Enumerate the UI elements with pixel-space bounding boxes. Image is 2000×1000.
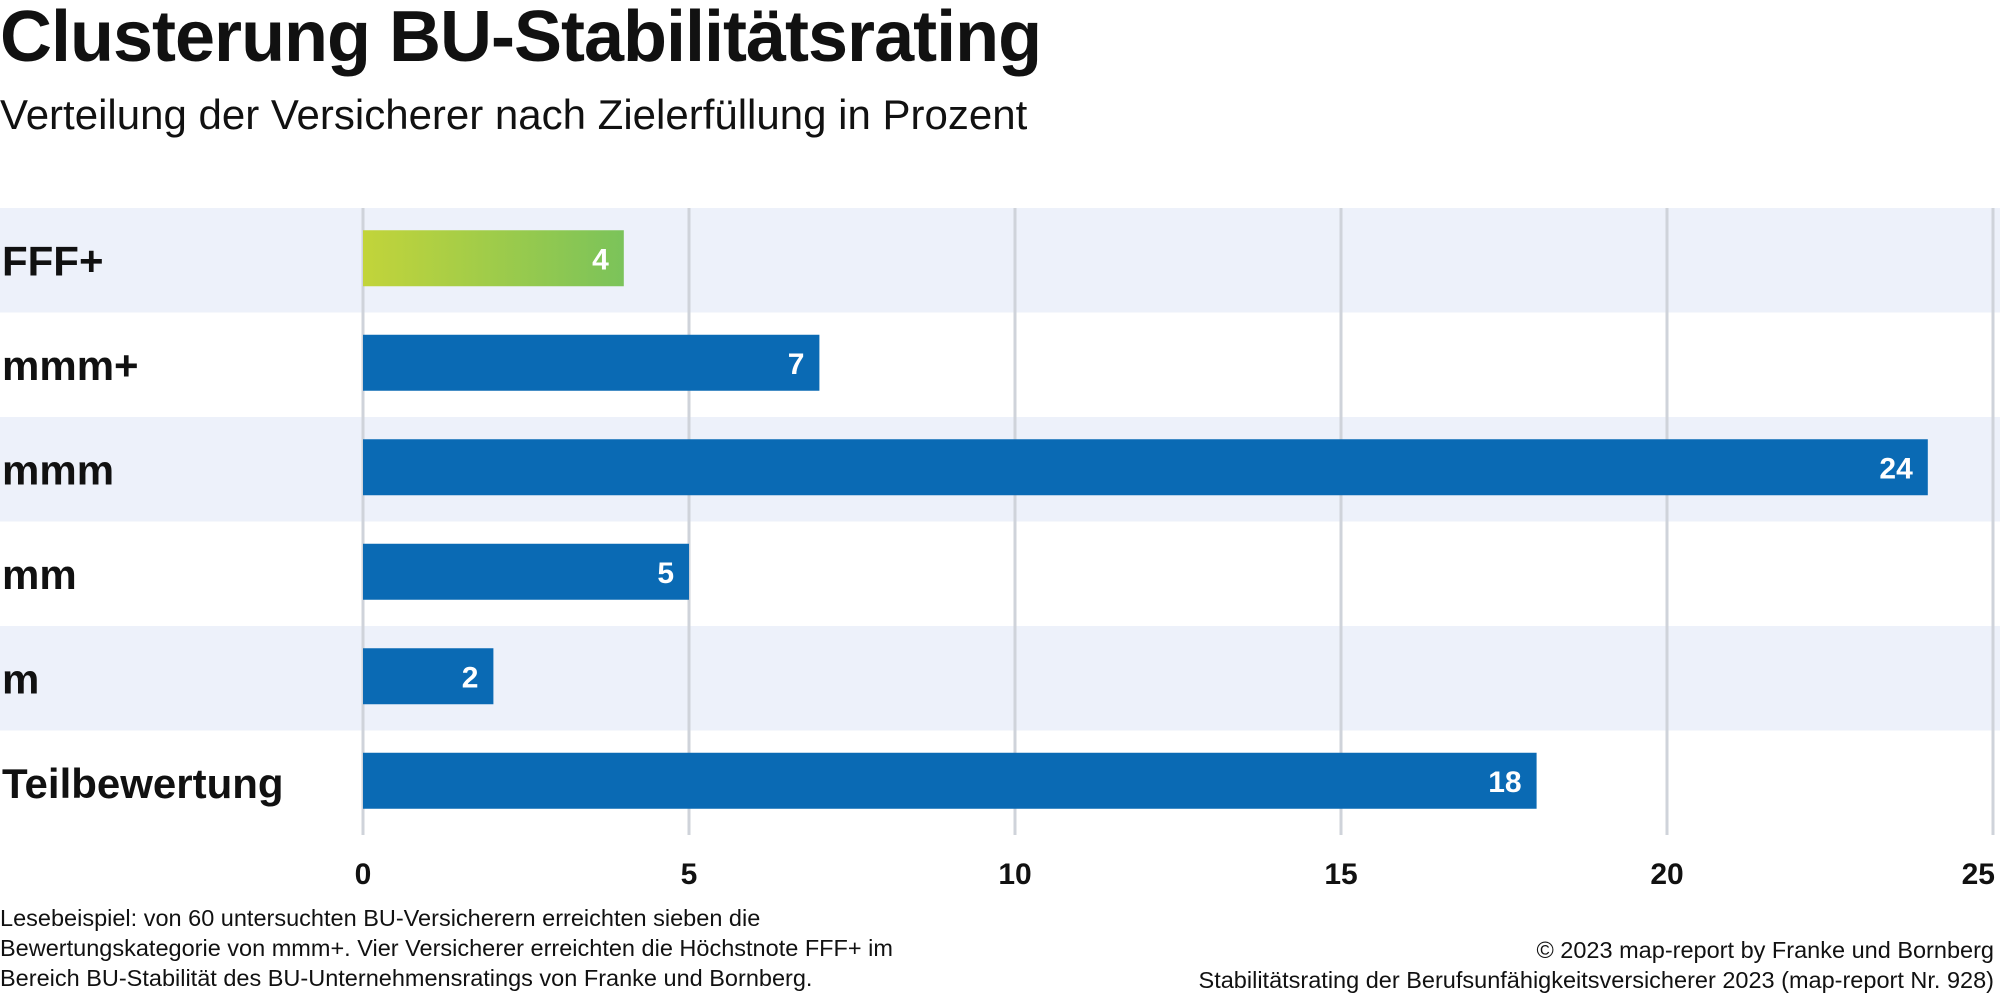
- x-tick-label-0: 0: [355, 858, 372, 891]
- category-label-fff-plus: FFF+: [2, 237, 104, 284]
- bar-chart: FFF+ 4 mmm+ 7 mmm 24 mm 5 m 2 Teilbewertung 18 0 5 10…: [0, 208, 2000, 891]
- value-label-fff-plus: 4: [592, 243, 609, 276]
- chart-subtitle: Verteilung der Versicherer nach Zielerfü…: [0, 91, 1028, 138]
- category-label-m: m: [2, 655, 39, 702]
- copyright-text: © 2023 map-report by Franke und Bornberg: [1536, 937, 1994, 963]
- bar-teilbewertung: [363, 752, 1537, 809]
- category-label-mmm: mmm: [2, 446, 114, 493]
- bar-mmm: [363, 439, 1928, 496]
- reading-example-note: Lesebeispiel: von 60 untersuchten BU-Ver…: [0, 905, 893, 991]
- chart-title: Clusterung BU-Stabilitätsrating: [0, 0, 1042, 77]
- category-label-teilbewertung: Teilbewertung: [2, 760, 284, 807]
- row-band-fff-plus: [0, 208, 2000, 313]
- bar-mmm-plus: [363, 334, 820, 391]
- x-tick-label-10: 10: [998, 858, 1031, 891]
- bar-mm: [363, 543, 689, 600]
- value-label-m: 2: [462, 661, 479, 694]
- value-label-mm: 5: [657, 557, 674, 590]
- value-label-mmm-plus: 7: [788, 348, 805, 381]
- x-tick-label-5: 5: [681, 858, 698, 891]
- value-label-teilbewertung: 18: [1488, 766, 1521, 799]
- value-label-mmm: 24: [1879, 452, 1913, 485]
- x-tick-label-20: 20: [1650, 858, 1683, 891]
- bar-m: [363, 648, 494, 705]
- row-band-m: [0, 626, 2000, 731]
- bar-fff-plus: [363, 230, 624, 287]
- source-text: Stabilitätsrating der Berufsunfähigkeits…: [1198, 967, 1994, 993]
- x-tick-label-15: 15: [1324, 858, 1357, 891]
- x-tick-label-25: 25: [1962, 858, 1995, 891]
- credits: © 2023 map-report by Franke und Bornberg…: [1199, 935, 1994, 995]
- category-label-mm: mm: [2, 551, 77, 598]
- category-label-mmm-plus: mmm+: [2, 342, 139, 389]
